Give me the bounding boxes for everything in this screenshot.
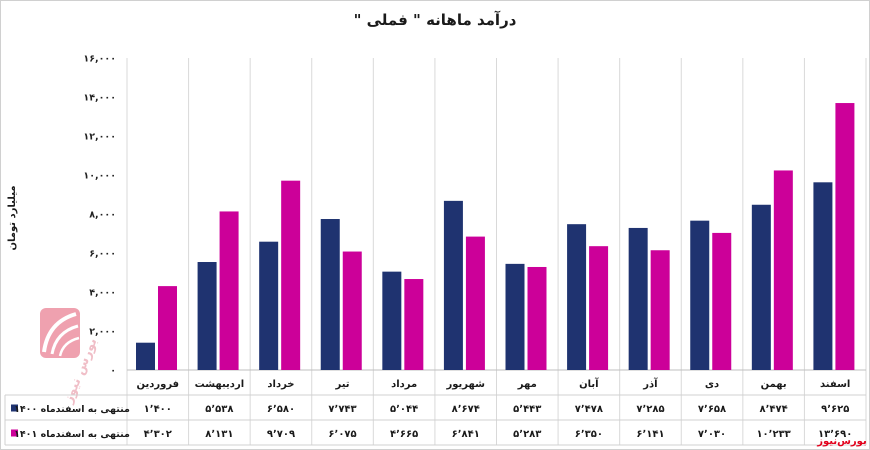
bar-s1-2 bbox=[197, 262, 217, 370]
y-tick-label: ۸,۰۰۰ bbox=[89, 210, 116, 221]
bar-s1-7 bbox=[505, 263, 525, 370]
data-label-s2: ۶٬۳۵۰ bbox=[575, 429, 603, 440]
y-axis-label: میلیارد تومان bbox=[7, 185, 18, 250]
data-label-s2: ۷٬۰۳۰ bbox=[698, 429, 726, 440]
y-tick-label: ۰ bbox=[110, 366, 116, 377]
data-label-s1: ۵٬۴۴۳ bbox=[513, 404, 541, 415]
bar-s2-10 bbox=[712, 232, 732, 370]
data-label-s1: ۷٬۴۷۸ bbox=[575, 404, 603, 415]
category-label: آذر bbox=[642, 377, 658, 390]
bar-s1-10 bbox=[690, 220, 710, 370]
category-label: خرداد bbox=[267, 379, 294, 390]
y-tick-label: ۲,۰۰۰ bbox=[89, 327, 116, 338]
y-tick-label: ۴,۰۰۰ bbox=[89, 288, 116, 299]
data-label-s2: ۱۳٬۶۹۰ bbox=[818, 429, 852, 440]
bar-s2-4 bbox=[342, 251, 362, 370]
data-label-s1: ۵٬۵۳۸ bbox=[205, 404, 233, 415]
category-label: اردیبهشت bbox=[195, 379, 245, 390]
bar-s1-11 bbox=[751, 204, 771, 370]
data-label-s1: ۷٬۶۵۸ bbox=[698, 404, 726, 415]
data-label-s1: ۱٬۴۰۰ bbox=[144, 404, 172, 415]
watermark-logo-swoosh bbox=[58, 336, 80, 357]
bar-s2-3 bbox=[281, 180, 301, 370]
data-label-s2: ۶٬۰۷۵ bbox=[328, 429, 356, 440]
y-tick-label: ۶,۰۰۰ bbox=[89, 249, 116, 260]
y-tick-label: ۱۲,۰۰۰ bbox=[83, 132, 116, 143]
category-label: شهریور bbox=[445, 379, 485, 390]
bars bbox=[136, 103, 855, 371]
bar-s1-12 bbox=[813, 182, 833, 370]
data-label-s2: ۸٬۱۳۱ bbox=[205, 429, 233, 440]
category-label: اسفند bbox=[820, 379, 850, 390]
data-label-s1: ۷٬۲۸۵ bbox=[636, 404, 664, 415]
legend-label-s1: منتهی به اسفندماه ۱۴۰۰ bbox=[14, 404, 130, 415]
data-table: فروردین اردیبهشت خرداد تیر مرداد شهریور مهر آبا… bbox=[11, 377, 852, 440]
brand-label: بورس‌نیوز bbox=[816, 436, 866, 447]
data-label-s2: ۶٬۸۴۱ bbox=[452, 429, 480, 440]
data-label-s2: ۵٬۲۸۳ bbox=[513, 429, 541, 440]
bar-s1-5 bbox=[382, 271, 402, 370]
bar-s1-8 bbox=[567, 224, 587, 370]
y-tick-label: ۱۶,۰۰۰ bbox=[83, 54, 116, 65]
bar-s1-9 bbox=[628, 227, 648, 370]
bar-s1-4 bbox=[320, 219, 340, 370]
bar-s2-1 bbox=[158, 286, 177, 370]
legend-swatch-s2 bbox=[11, 429, 18, 437]
bar-s1-6 bbox=[443, 200, 463, 370]
bar-s2-5 bbox=[404, 279, 424, 370]
bar-s2-12 bbox=[835, 103, 855, 371]
data-label-s2: ۴٬۳۰۲ bbox=[144, 429, 172, 440]
data-label-s1: ۷٬۷۴۳ bbox=[328, 404, 356, 415]
watermark-logo-swoosh bbox=[42, 312, 77, 353]
bar-s2-8 bbox=[589, 246, 609, 370]
bar-s2-6 bbox=[465, 236, 485, 370]
legend-swatch-s1 bbox=[11, 404, 18, 412]
bar-s2-11 bbox=[773, 170, 793, 370]
bar-s2-9 bbox=[650, 250, 670, 370]
data-label-s1: ۸٬۴۷۴ bbox=[760, 404, 788, 415]
data-label-s1: ۹٬۶۲۵ bbox=[821, 404, 849, 415]
legend-label-s2: منتهی به اسفندماه ۱۴۰۱ bbox=[14, 429, 130, 440]
data-label-s2: ۹٬۷۰۹ bbox=[267, 429, 295, 440]
watermark-logo-swoosh bbox=[50, 324, 79, 355]
bar-s2-2 bbox=[219, 211, 239, 370]
bar-s1-3 bbox=[259, 241, 279, 370]
category-label: تیر bbox=[335, 379, 350, 390]
data-label-s1: ۵٬۰۴۴ bbox=[390, 404, 418, 415]
grid-lines bbox=[4, 58, 867, 446]
y-tick-label: ۱۴,۰۰۰ bbox=[83, 93, 116, 104]
watermark-logo-shape bbox=[40, 308, 80, 358]
category-label: دی bbox=[705, 379, 719, 390]
category-label: بهمن bbox=[761, 379, 787, 390]
category-label: مهر bbox=[517, 379, 537, 390]
data-label-s2: ۱۰٬۲۳۳ bbox=[756, 429, 790, 440]
category-label: مرداد bbox=[391, 379, 417, 390]
y-axis-ticks: ۰ ۲,۰۰۰ ۴,۰۰۰ ۶,۰۰۰ ۸,۰۰۰ ۱۰,۰۰۰ ۱۲,۰۰۰ ۱۴,۰۰۰ ۱… bbox=[83, 54, 116, 377]
bar-s2-7 bbox=[527, 266, 547, 370]
data-label-s2: ۴٬۶۶۵ bbox=[390, 429, 418, 440]
category-label: آبان bbox=[579, 377, 599, 390]
data-label-s2: ۶٬۱۴۱ bbox=[636, 429, 664, 440]
data-label-s1: ۸٬۶۷۴ bbox=[452, 404, 480, 415]
y-tick-label: ۱۰,۰۰۰ bbox=[83, 171, 116, 182]
data-label-s1: ۶٬۵۸۰ bbox=[267, 404, 295, 415]
chart-title: درآمد ماهانه " فملی " bbox=[354, 11, 517, 29]
category-label: فروردین bbox=[136, 379, 179, 390]
bar-s1-1 bbox=[136, 342, 155, 370]
